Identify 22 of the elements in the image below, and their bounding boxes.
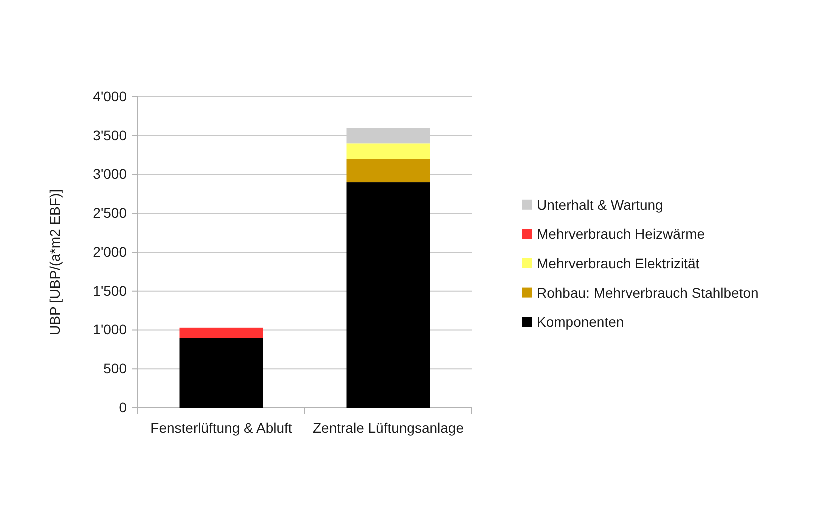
y-tick-label: 1'000 [93, 322, 128, 338]
y-tick-label: 3'500 [93, 127, 128, 144]
bar [180, 338, 264, 408]
x-tick-label: Fensterlüftung & Abluft [150, 420, 292, 436]
y-tick-label: 2'500 [93, 205, 128, 222]
bar [346, 159, 430, 183]
x-tick-label: Zentrale Lüftungsanlage [313, 420, 464, 436]
y-tick-label: 3'000 [93, 166, 128, 182]
y-tick-label: 1'500 [93, 282, 128, 299]
legend-label: Rohbau: Mehrverbrauch Stahlbeton [537, 284, 759, 301]
y-tick-label: 4'000 [93, 88, 128, 104]
bar [180, 328, 264, 338]
y-axis-title: UBP [UBP/(a*m2 EBF)] [47, 189, 63, 336]
bar [346, 144, 430, 160]
legend-label: Komponenten [537, 314, 624, 330]
legend-label: Unterhalt & Wartung [537, 196, 664, 213]
y-tick-label: 0 [119, 399, 128, 416]
legend-label: Mehrverbrauch Elektrizität [537, 256, 700, 272]
bar [346, 182, 430, 408]
legend-label: Mehrverbrauch Heizwärme [537, 226, 706, 242]
y-tick-label: 500 [104, 360, 128, 377]
y-tick-label: 2'000 [93, 244, 128, 260]
